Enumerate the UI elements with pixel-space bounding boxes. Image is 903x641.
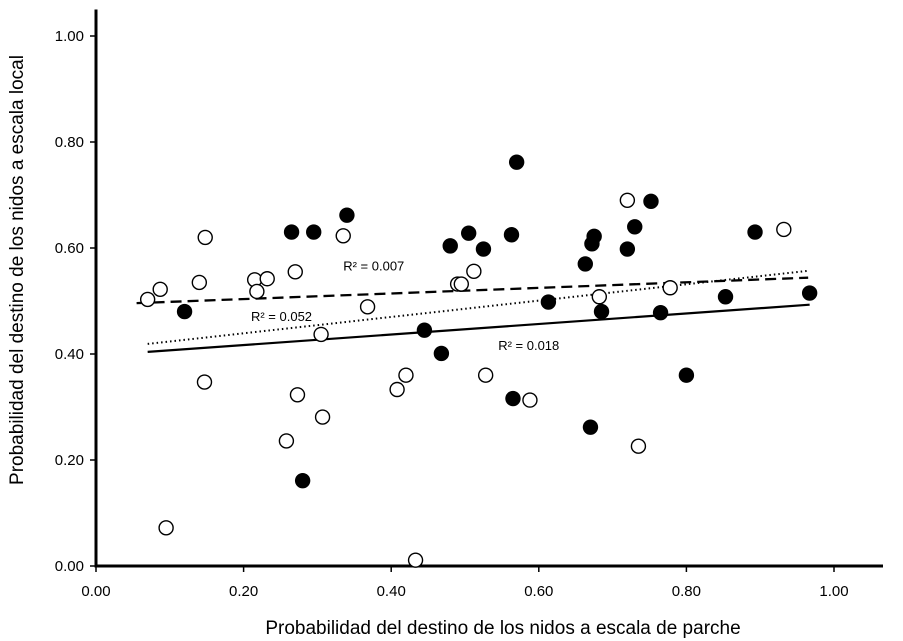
filled-data-point: [582, 419, 599, 435]
filled-data-point: [294, 472, 311, 489]
open-data-point: [662, 280, 678, 296]
filled-data-point: [627, 219, 643, 235]
open-data-point: [191, 274, 208, 291]
open-data-point: [197, 229, 213, 246]
trendline-labels: R² = 0.007 R² = 0.052 R² = 0.018: [251, 258, 559, 353]
open-data-point: [359, 299, 376, 315]
trendline-solid: [147, 303, 810, 353]
open-data-point: [139, 291, 156, 308]
x-tick-label: 1.00: [819, 583, 848, 600]
x-tick-label: 0.40: [377, 583, 406, 600]
open-data-point: [522, 392, 538, 408]
filled-data-point: [503, 227, 520, 243]
filled-data-point: [577, 256, 593, 272]
open-data-point: [630, 438, 647, 454]
filled-data-point: [747, 224, 763, 240]
open-data-point: [287, 264, 303, 280]
x-tick-label: 0.60: [524, 583, 553, 600]
filled-data-point: [306, 224, 322, 240]
filled-data-point: [176, 303, 193, 320]
data-points: [139, 154, 818, 568]
axes: [94, 9, 883, 568]
open-data-point: [619, 192, 636, 209]
y-axis-title: Probabilidad del destino de los nidos a …: [7, 55, 28, 485]
filled-data-point: [586, 228, 602, 245]
open-data-point: [335, 228, 351, 244]
filled-data-point: [283, 224, 300, 240]
filled-data-point: [717, 289, 734, 305]
y-tick-label: 0.60: [55, 240, 84, 257]
open-data-point: [259, 271, 275, 287]
x-tick-label: 0.80: [672, 583, 701, 600]
filled-data-point: [339, 207, 355, 223]
open-data-point: [389, 381, 405, 398]
open-data-point: [776, 221, 792, 238]
filled-data-point: [505, 390, 521, 407]
r-squared-label: R² = 0.018: [498, 338, 559, 353]
filled-data-point: [475, 241, 492, 257]
filled-data-point: [508, 154, 525, 170]
y-tick-label: 0.00: [55, 558, 84, 575]
filled-data-point: [652, 304, 669, 321]
open-data-point: [289, 387, 306, 403]
open-data-point: [313, 326, 329, 343]
filled-data-point: [619, 241, 636, 257]
r-squared-label: R² = 0.052: [251, 309, 312, 324]
y-ticks: 0.00 0.20 0.40 0.60 0.80 1.00: [55, 28, 96, 575]
x-tick-label: 0.20: [229, 583, 258, 600]
open-data-point: [158, 520, 174, 536]
filled-data-point: [643, 193, 659, 210]
filled-data-point: [678, 367, 695, 383]
open-data-point: [314, 409, 331, 425]
open-data-point: [196, 374, 213, 390]
x-tick-label: 0.00: [81, 583, 110, 600]
open-data-point: [591, 289, 608, 305]
r-squared-label: R² = 0.007: [343, 258, 404, 273]
open-data-point: [398, 367, 414, 383]
y-tick-label: 0.20: [55, 452, 84, 469]
filled-data-point: [416, 322, 433, 338]
y-tick-label: 0.40: [55, 346, 84, 363]
trendline-dotted: [147, 269, 809, 345]
open-data-point: [466, 263, 482, 280]
trendlines: [136, 269, 810, 353]
open-data-point: [152, 281, 168, 298]
trendline-dashed: [136, 276, 809, 305]
x-ticks: 0.00 0.20 0.40 0.60 0.80 1.00: [81, 566, 849, 600]
filled-data-point: [442, 238, 458, 254]
y-tick-label: 0.80: [55, 134, 84, 151]
x-axis-title: Probabilidad del destino de los nidos a …: [265, 618, 740, 639]
open-data-point: [453, 276, 470, 292]
filled-data-point: [540, 294, 557, 310]
open-data-point: [278, 433, 295, 449]
filled-data-point: [801, 285, 818, 301]
open-data-point: [477, 367, 494, 383]
open-data-point: [407, 552, 424, 568]
open-data-point: [249, 283, 265, 300]
filled-data-point: [593, 303, 610, 320]
filled-data-point: [433, 345, 450, 362]
filled-data-point: [460, 225, 477, 241]
y-tick-label: 1.00: [55, 28, 84, 45]
